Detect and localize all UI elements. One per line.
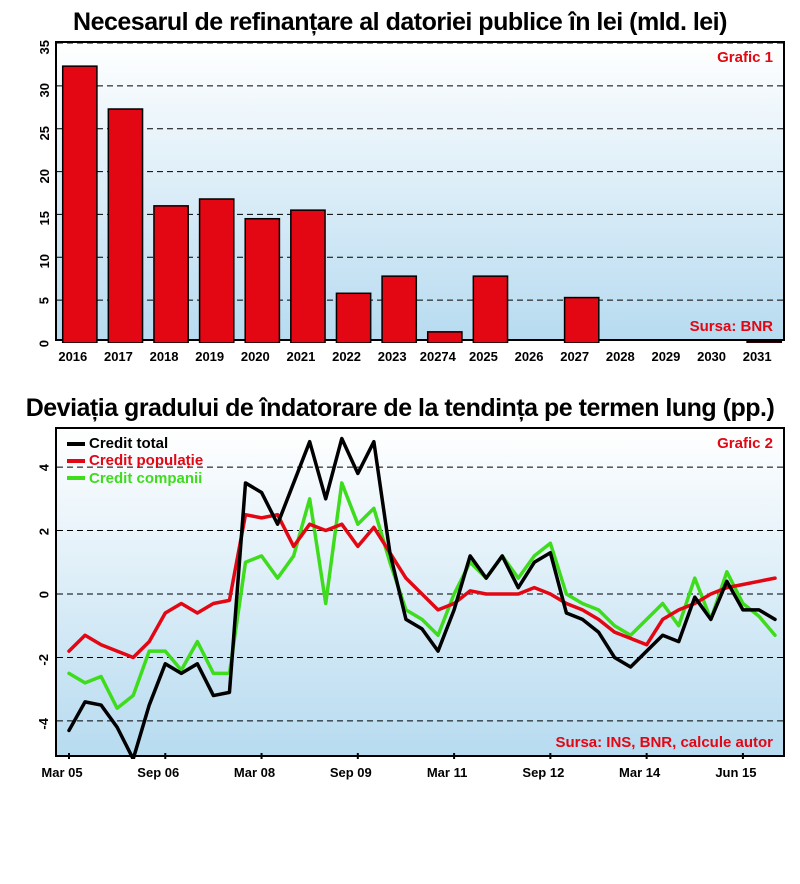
chart1-xtick: 2019 — [187, 349, 233, 364]
chart2-xtick: Sep 09 — [330, 765, 372, 780]
chart2-legend-item: Credit populație — [67, 452, 203, 469]
chart2-x-axis: Mar 05Sep 06Mar 08Sep 09Mar 11Sep 12Mar … — [50, 765, 780, 791]
chart1-ytick: 5 — [37, 297, 52, 304]
chart2-container: Deviația gradului de îndatorare de la te… — [0, 386, 800, 791]
chart1-xtick: 2028 — [598, 349, 644, 364]
chart2-legend-item: Credit companii — [67, 470, 203, 487]
legend-label: Credit populație — [89, 452, 203, 469]
chart2-xtick: Mar 05 — [41, 765, 82, 780]
chart1-grafic-label: Grafic 1 — [717, 49, 773, 66]
chart2-ytick: 0 — [37, 591, 52, 598]
chart2-xtick: Sep 12 — [522, 765, 564, 780]
chart2-xtick: Jun 15 — [715, 765, 756, 780]
chart1-xtick: 2021 — [278, 349, 324, 364]
chart1-xtick: 2026 — [506, 349, 552, 364]
chart1-xtick: 2027 — [552, 349, 598, 364]
chart1-xtick: 2020 — [233, 349, 279, 364]
chart2-sursa-label: Sursa: INS, BNR, calcule autor — [555, 734, 773, 751]
chart1-xtick: 20274 — [415, 349, 461, 364]
chart2-xtick: Mar 14 — [619, 765, 660, 780]
legend-swatch — [67, 442, 85, 446]
chart1-sursa-label: Sursa: BNR — [690, 318, 773, 335]
chart2-ytick: 4 — [37, 464, 52, 471]
chart2-ytick: -2 — [37, 654, 52, 666]
chart1-ytick: 0 — [37, 340, 52, 347]
chart1-container: Necesarul de refinanțare al datoriei pub… — [0, 0, 800, 364]
chart2-legend: Credit totalCredit populațieCredit compa… — [67, 435, 203, 487]
chart1-xtick: 2016 — [50, 349, 96, 364]
chart2-xtick: Mar 08 — [234, 765, 275, 780]
legend-label: Credit total — [89, 435, 168, 452]
chart1-xtick: 2022 — [324, 349, 370, 364]
chart1-xtick: 2017 — [96, 349, 142, 364]
chart1-title: Necesarul de refinanțare al datoriei pub… — [0, 0, 800, 41]
chart2-plot-area: Grafic 2 Sursa: INS, BNR, calcule autor … — [55, 427, 785, 757]
legend-swatch — [67, 459, 85, 463]
chart2-grafic-label: Grafic 2 — [717, 435, 773, 452]
chart1-ytick: 15 — [37, 211, 52, 225]
chart1-ytick: 30 — [37, 83, 52, 97]
chart2-xtick: Sep 06 — [137, 765, 179, 780]
chart1-ytick: 10 — [37, 254, 52, 268]
chart1-x-axis: 2016201720182019202020212022202320274202… — [0, 345, 800, 364]
chart1-xtick: 2018 — [141, 349, 187, 364]
chart2-y-axis: -4 -2 0 2 4 — [10, 427, 50, 757]
chart1-xtick: 2025 — [461, 349, 507, 364]
chart1-xtick: 2023 — [369, 349, 415, 364]
chart2-ytick: 2 — [37, 528, 52, 535]
chart1-ytick: 20 — [37, 169, 52, 183]
chart1-xtick: 2031 — [734, 349, 780, 364]
chart1-ytick: 25 — [37, 126, 52, 140]
chart2-xtick: Mar 11 — [427, 765, 467, 780]
legend-label: Credit companii — [89, 470, 202, 487]
chart1-y-axis: 05101520253035 — [10, 41, 50, 341]
chart1-ytick: 35 — [37, 40, 52, 54]
chart1-xtick: 2029 — [643, 349, 689, 364]
chart2-title: Deviația gradului de îndatorare de la te… — [0, 386, 800, 427]
chart1-xtick: 2030 — [689, 349, 735, 364]
legend-swatch — [67, 476, 85, 480]
chart1-plot-area: Grafic 1 Sursa: BNR — [55, 41, 785, 341]
chart2-ytick: -4 — [37, 718, 52, 730]
chart2-legend-item: Credit total — [67, 435, 203, 452]
chart1-svg — [57, 43, 787, 343]
